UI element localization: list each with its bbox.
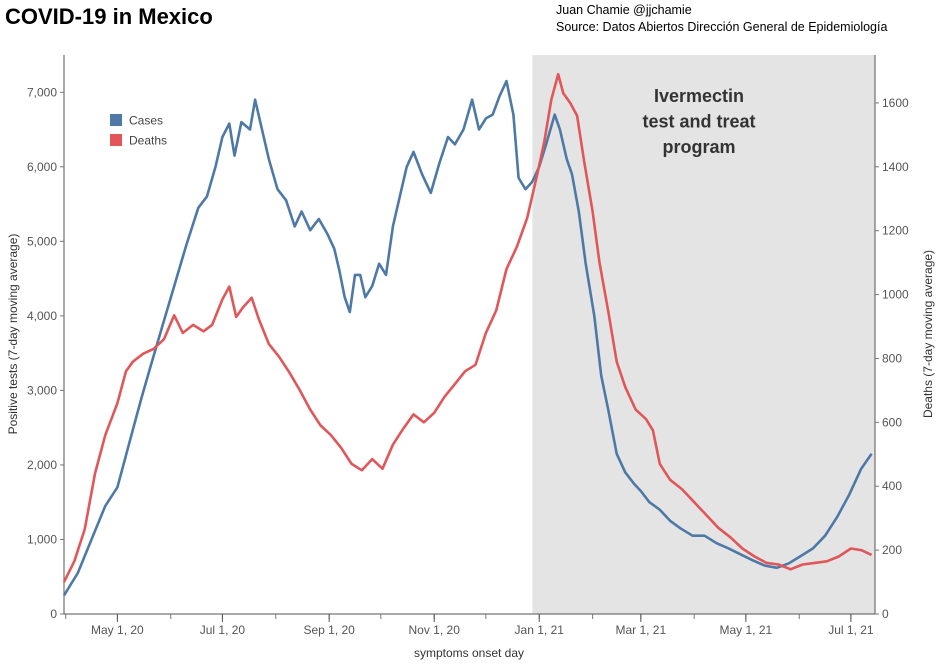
y-left-tick-label: 5,000 <box>27 234 57 248</box>
legend-label-deaths: Deaths <box>129 134 167 148</box>
ivermectin-label-line: test and treat <box>642 112 755 132</box>
y-left-tick-label: 4,000 <box>27 309 57 323</box>
x-tick-label: May 1, 21 <box>720 623 773 637</box>
ivermectin-label-line: program <box>662 137 735 157</box>
y-right-tick-label: 800 <box>882 351 902 365</box>
y-right-tick-label: 1200 <box>882 224 909 238</box>
y-left-tick-label: 2,000 <box>27 458 57 472</box>
y-left-tick-label: 0 <box>50 607 57 621</box>
y-right-tick-label: 1000 <box>882 288 909 302</box>
y-right-tick-label: 200 <box>882 543 902 557</box>
y-right-tick-label: 600 <box>882 415 902 429</box>
y-right-tick-label: 1600 <box>882 96 909 110</box>
legend-label-cases: Cases <box>129 114 163 128</box>
x-tick-label: Nov 1, 20 <box>409 623 461 637</box>
chart-title: COVID-19 in Mexico <box>5 4 213 29</box>
x-tick-label: Jul 1, 20 <box>200 623 246 637</box>
y-right-tick-label: 0 <box>882 607 889 621</box>
x-axis-title: symptoms onset day <box>414 646 524 660</box>
y-axis-right-title: Deaths (7-day moving average) <box>921 250 935 418</box>
ivermectin-shaded-region <box>532 55 875 614</box>
y-right-tick-label: 400 <box>882 479 902 493</box>
x-tick-label: Mar 1, 21 <box>615 623 666 637</box>
y-left-tick-label: 7,000 <box>27 85 57 99</box>
series-line-cases <box>62 79 873 597</box>
legend-swatch-deaths <box>110 134 122 146</box>
legend-swatch-cases <box>110 114 122 126</box>
y-left-tick-label: 1,000 <box>27 532 57 546</box>
y-axis-left-title: Positive tests (7-day moving average) <box>6 234 20 435</box>
x-tick-label: Jan 1, 21 <box>515 623 565 637</box>
author-credit: Juan Chamie @jjchamie <box>556 3 692 17</box>
y-left-tick-label: 3,000 <box>27 383 57 397</box>
ivermectin-label-line: Ivermectin <box>654 86 744 106</box>
y-right-tick-label: 1400 <box>882 160 909 174</box>
x-tick-label: Jul 1, 21 <box>828 623 874 637</box>
series-line-deaths <box>62 72 873 583</box>
source-credit: Source: Datos Abiertos Dirección General… <box>556 20 888 34</box>
x-tick-label: Sep 1, 20 <box>303 623 355 637</box>
y-left-tick-label: 6,000 <box>27 160 57 174</box>
x-tick-label: May 1, 20 <box>91 623 144 637</box>
chart-credit: Juan Chamie @jjchamie Source: Datos Abie… <box>556 2 887 36</box>
